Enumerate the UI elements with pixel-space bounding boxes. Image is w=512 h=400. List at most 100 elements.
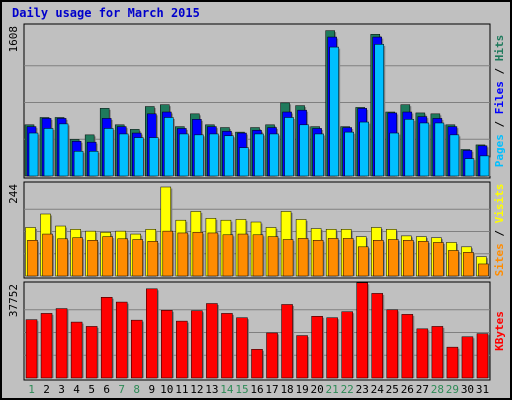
x-tick-label-9: 9 bbox=[148, 383, 155, 396]
bar-sites-day-28 bbox=[433, 242, 444, 277]
bar-sites-day-11 bbox=[177, 232, 189, 277]
x-tick-label-3: 3 bbox=[58, 383, 65, 396]
x-tick-label-24: 24 bbox=[371, 383, 385, 396]
bar-pages-day-20 bbox=[314, 133, 324, 177]
bar-pages-day-23 bbox=[359, 121, 369, 177]
bar-kbytes-day-14 bbox=[221, 313, 233, 379]
x-tick-label-16: 16 bbox=[250, 383, 263, 396]
bar-sites-day-20 bbox=[312, 240, 324, 277]
x-tick-label-17: 17 bbox=[265, 383, 278, 396]
bar-kbytes-day-3 bbox=[55, 308, 68, 379]
x-tick-label-21: 21 bbox=[326, 383, 339, 396]
bar-pages-day-13 bbox=[209, 133, 219, 177]
bar-sites-day-6 bbox=[102, 236, 113, 277]
x-axis-tick-labels: 1 2 3 4 5 6 7 8 9 10 11 12 13 14 15 16 17 18 19 20 21 22 23 24 2… bbox=[28, 383, 489, 396]
bar-sites-day-7 bbox=[117, 238, 128, 277]
bar-kbytes-day-26 bbox=[401, 314, 414, 379]
bar-kbytes-day-10 bbox=[161, 310, 173, 379]
bar-sites-day-26 bbox=[403, 240, 414, 277]
x-tick-label-27: 27 bbox=[416, 383, 429, 396]
x-tick-label-2: 2 bbox=[43, 383, 50, 396]
x-tick-label-19: 19 bbox=[295, 383, 308, 396]
bar-kbytes-day-9 bbox=[146, 288, 158, 379]
panel-kbytes: 37752 KBytes bbox=[7, 281, 506, 381]
bar-pages-day-4 bbox=[73, 151, 84, 177]
bar-kbytes-day-2 bbox=[40, 313, 53, 379]
bar-pages-day-14 bbox=[224, 135, 234, 177]
bar-sites-day-17 bbox=[267, 236, 279, 277]
bar-sites-day-21 bbox=[327, 238, 339, 277]
bar-sites-day-1 bbox=[27, 240, 38, 277]
bar-kbytes-day-1 bbox=[25, 319, 38, 379]
x-tick-label-28: 28 bbox=[431, 383, 444, 396]
bar-sites-day-19 bbox=[297, 238, 309, 277]
bar-pages-day-7 bbox=[118, 133, 129, 177]
bar-sites-day-8 bbox=[132, 239, 143, 277]
bar-sites-day-10 bbox=[162, 230, 174, 277]
bar-kbytes-day-13 bbox=[206, 303, 218, 379]
bar-sites-day-24 bbox=[373, 240, 384, 277]
x-tick-label-4: 4 bbox=[73, 383, 80, 396]
bar-kbytes-day-5 bbox=[85, 326, 98, 379]
bar-pages-day-18 bbox=[284, 117, 294, 177]
bar-sites-day-31 bbox=[478, 263, 489, 277]
bar-pages-day-9 bbox=[149, 137, 159, 177]
bar-pages-day-29 bbox=[449, 134, 460, 177]
chart-title: Daily usage for March 2015 bbox=[12, 6, 200, 20]
legend-entry-1: / bbox=[493, 223, 506, 243]
bar-kbytes-day-17 bbox=[266, 332, 278, 379]
legend-entry-0: Pages bbox=[493, 134, 506, 167]
bar-kbytes-day-25 bbox=[386, 309, 399, 379]
x-tick-label-29: 29 bbox=[446, 383, 459, 396]
bar-kbytes-day-30 bbox=[461, 336, 474, 379]
bar-pages-day-1 bbox=[28, 132, 39, 177]
bar-kbytes-day-29 bbox=[446, 346, 459, 379]
bar-pages-day-12 bbox=[194, 134, 204, 177]
bar-pages-day-28 bbox=[434, 122, 445, 177]
bar-kbytes-day-7 bbox=[115, 301, 128, 379]
bar-sites-day-14 bbox=[222, 234, 234, 277]
bar-pages-day-31 bbox=[479, 155, 490, 177]
panel-hits-legend: Pages / Files / Hits bbox=[493, 35, 506, 168]
bar-sites-day-18 bbox=[282, 239, 294, 277]
x-tick-label-13: 13 bbox=[205, 383, 218, 396]
bar-kbytes-day-6 bbox=[100, 296, 113, 379]
x-tick-label-31: 31 bbox=[476, 383, 489, 396]
x-tick-label-15: 15 bbox=[235, 383, 248, 396]
bar-pages-day-10 bbox=[164, 117, 174, 177]
x-tick-label-23: 23 bbox=[356, 383, 369, 396]
panel-hits: 1608 Pages / Files / Hits bbox=[7, 23, 506, 179]
bar-pages-day-26 bbox=[404, 119, 415, 177]
x-tick-label-14: 14 bbox=[220, 383, 234, 396]
bar-pages-day-21 bbox=[329, 46, 339, 177]
bar-kbytes-day-20 bbox=[311, 316, 323, 379]
x-tick-label-10: 10 bbox=[160, 383, 173, 396]
x-tick-label-22: 22 bbox=[341, 383, 354, 396]
legend-entry-0: Sites bbox=[493, 243, 506, 276]
bar-sites-day-30 bbox=[463, 252, 474, 277]
panel-visits-legend: Sites / Visits bbox=[493, 184, 506, 277]
bar-kbytes-day-4 bbox=[70, 321, 83, 379]
bar-kbytes-day-15 bbox=[236, 317, 248, 379]
bar-kbytes-day-8 bbox=[130, 319, 143, 379]
x-tick-label-26: 26 bbox=[401, 383, 414, 396]
bar-sites-day-5 bbox=[87, 240, 98, 277]
bar-sites-day-15 bbox=[237, 233, 249, 277]
bar-kbytes-day-16 bbox=[251, 349, 263, 379]
bar-sites-day-23 bbox=[357, 246, 369, 277]
bar-sites-day-29 bbox=[448, 250, 459, 277]
bar-sites-day-16 bbox=[252, 234, 264, 277]
x-tick-label-25: 25 bbox=[386, 383, 399, 396]
panel-visits-max-label: 244 bbox=[7, 184, 20, 204]
panel-kbytes-legend: KBytes bbox=[493, 311, 506, 351]
bar-sites-day-2 bbox=[42, 233, 53, 277]
bar-pages-day-17 bbox=[269, 133, 279, 177]
x-tick-label-6: 6 bbox=[103, 383, 110, 396]
bar-kbytes-day-21 bbox=[326, 317, 338, 379]
panel-kbytes-max-label: 37752 bbox=[7, 284, 20, 317]
legend-entry-0: KBytes bbox=[493, 311, 506, 351]
bar-pages-day-16 bbox=[254, 133, 264, 177]
bar-sites-day-4 bbox=[72, 237, 83, 277]
bar-kbytes-day-12 bbox=[191, 310, 203, 379]
bar-kbytes-day-23 bbox=[356, 282, 368, 379]
